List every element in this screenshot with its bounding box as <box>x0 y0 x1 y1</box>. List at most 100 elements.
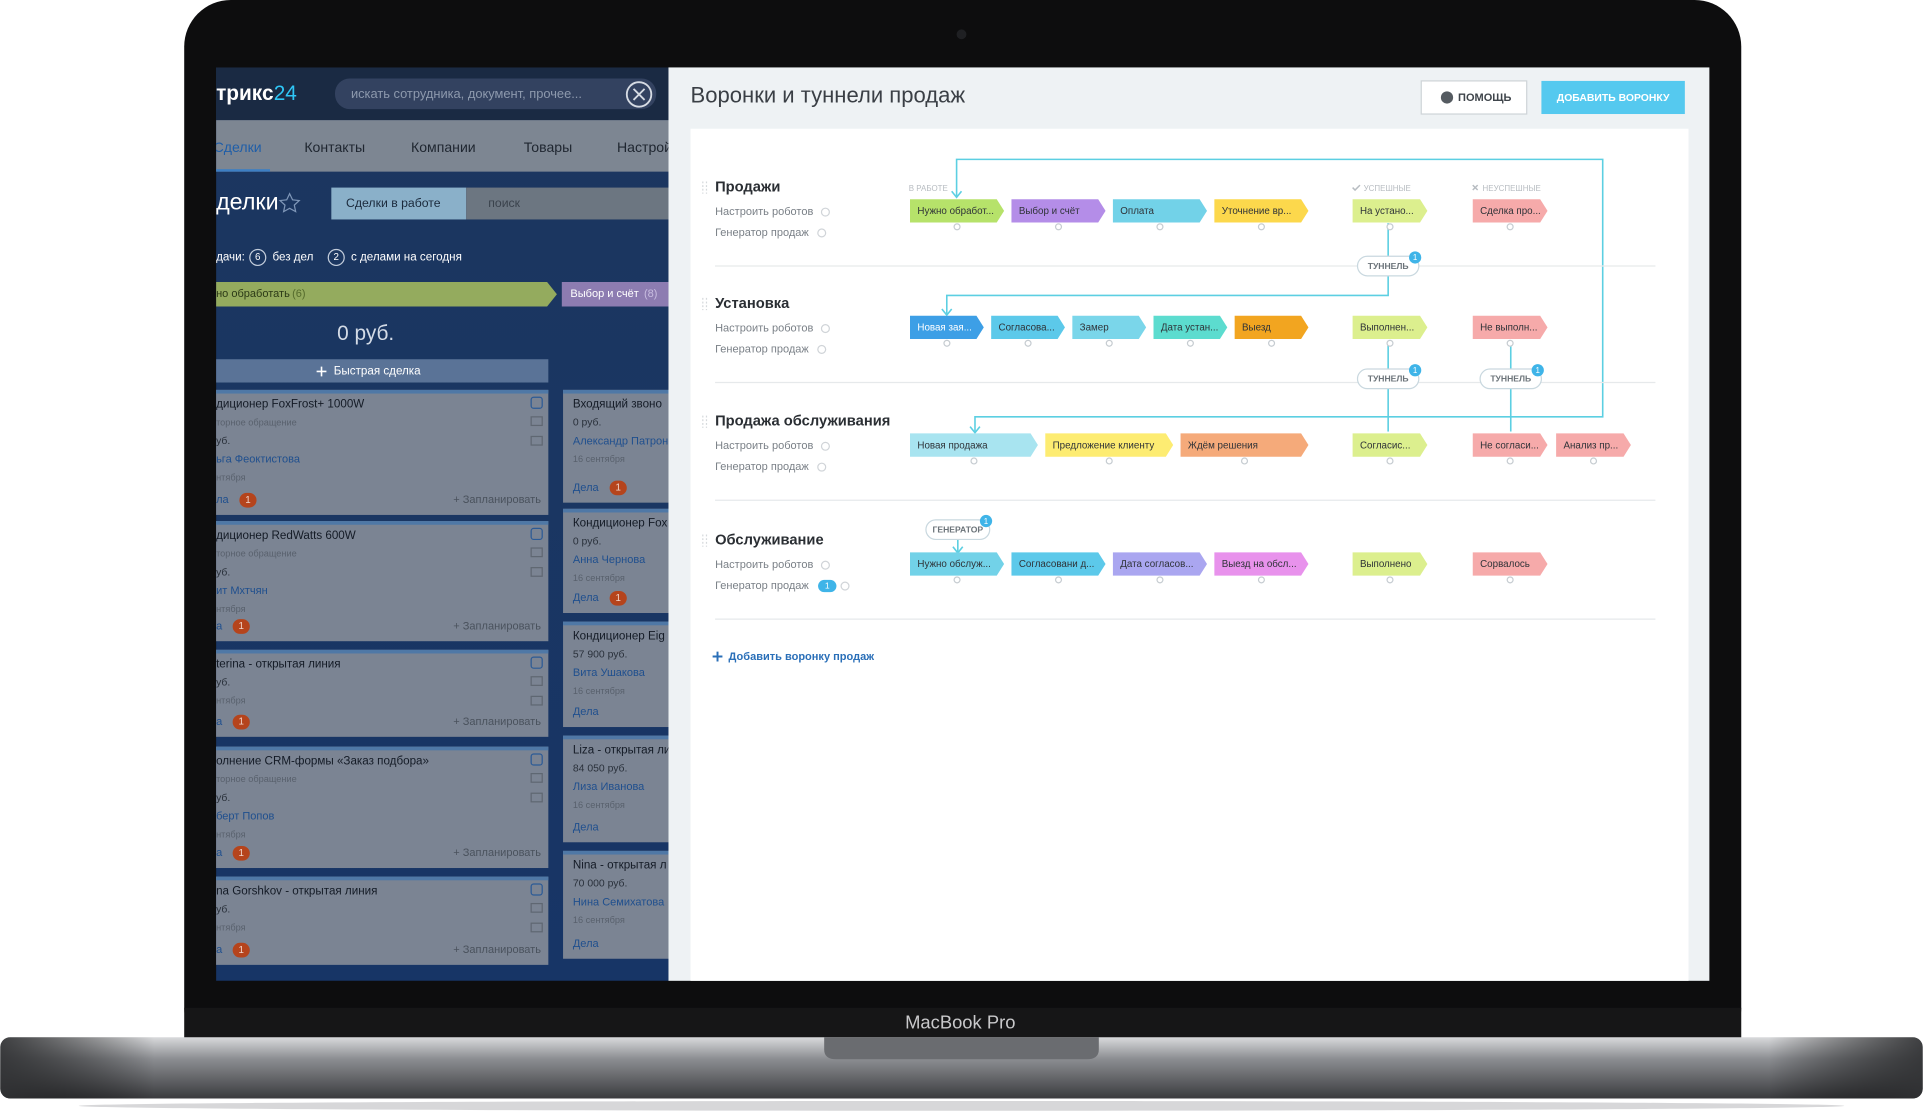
tab[interactable]: Сделки <box>214 139 262 155</box>
close-button[interactable] <box>625 81 653 108</box>
card-tasks[interactable]: а <box>216 847 223 859</box>
card-plan[interactable]: + Запланировать <box>453 716 541 728</box>
card-amount: 0 руб. <box>573 536 602 548</box>
funnel-link[interactable]: Генератор продаж <box>715 461 809 473</box>
stage[interactable] <box>1180 433 1309 457</box>
funnel-link[interactable]: Настроить роботов <box>715 206 813 218</box>
stage[interactable] <box>1011 199 1106 223</box>
card-tasks[interactable]: Дела <box>573 482 600 494</box>
stage[interactable] <box>1214 199 1309 223</box>
stage-bar <box>561 281 669 307</box>
card-tasks[interactable]: а <box>216 944 223 956</box>
card-plan[interactable]: + Запланировать <box>453 620 541 632</box>
deal-card[interactable] <box>206 746 549 869</box>
funnel-link[interactable]: Настроить роботов <box>715 440 813 452</box>
card-tasks[interactable]: а <box>216 716 223 728</box>
card-date: нтября <box>216 696 246 706</box>
deal-card[interactable] <box>563 621 687 728</box>
deal-card[interactable] <box>206 521 549 642</box>
tunnel-tag[interactable] <box>1356 255 1420 277</box>
help-label[interactable]: ПОМОЩЬ <box>1458 92 1511 104</box>
stage[interactable] <box>910 315 984 339</box>
stage[interactable] <box>910 552 1005 576</box>
star-icon[interactable] <box>278 192 301 213</box>
funnel-name: Обслуживание <box>715 533 824 549</box>
stage[interactable] <box>991 315 1065 339</box>
deal-card[interactable] <box>563 850 687 959</box>
card-person[interactable]: Нина Семихатова <box>573 896 665 908</box>
tunnel-tag[interactable] <box>1356 368 1420 390</box>
mail-icon <box>530 676 543 686</box>
card-person[interactable]: берт Попов <box>216 810 274 822</box>
card-person[interactable]: Лиза Иванова <box>573 781 645 793</box>
stage[interactable] <box>1556 433 1631 457</box>
deal-card[interactable] <box>206 389 549 515</box>
stage-handle <box>1257 576 1265 584</box>
funnel-link[interactable]: Настроить роботов <box>715 322 813 334</box>
laptop-shadow <box>78 1100 1845 1111</box>
stage[interactable] <box>1045 433 1174 457</box>
stage[interactable] <box>1112 199 1208 223</box>
tab[interactable]: Настрой <box>617 139 672 155</box>
deal-card[interactable] <box>206 649 549 737</box>
stage[interactable] <box>1153 315 1228 339</box>
card-tasks[interactable]: Дела <box>573 821 600 833</box>
card-plan[interactable]: + Запланировать <box>453 944 541 956</box>
card-tasks[interactable]: Дела <box>573 706 600 718</box>
tunnel-tag[interactable] <box>1479 368 1543 390</box>
filter-search-box[interactable] <box>466 187 669 220</box>
stage[interactable] <box>1234 315 1309 339</box>
stage[interactable] <box>1472 315 1548 339</box>
stage[interactable] <box>910 199 1005 223</box>
funnel-link[interactable]: Генератор продаж <box>715 343 809 355</box>
funnel-link[interactable]: Генератор продаж <box>715 227 809 239</box>
add-funnel-link[interactable]: Добавить воронку продаж <box>729 651 875 663</box>
card-person[interactable]: ьга Феоктистова <box>216 454 301 466</box>
card-plan[interactable]: + Запланировать <box>453 847 541 859</box>
add-label[interactable]: ДОБАВИТЬ ВОРОНКУ <box>1557 93 1670 104</box>
card-tasks[interactable]: Дела <box>573 938 600 950</box>
stage[interactable] <box>1112 552 1208 576</box>
tunnel-label: ГЕНЕРАТОР <box>932 525 983 535</box>
search-box[interactable] <box>335 78 657 110</box>
stage-label: Дата устан... <box>1161 323 1219 334</box>
stage[interactable] <box>1352 315 1428 339</box>
add-button[interactable] <box>1541 80 1685 115</box>
funnel-link[interactable]: Настроить роботов <box>715 559 813 571</box>
deal-card[interactable] <box>563 735 687 843</box>
card-person[interactable]: Александр Патрон <box>573 435 668 447</box>
stage[interactable] <box>1011 552 1106 576</box>
stage[interactable] <box>910 433 1038 457</box>
stage[interactable] <box>1472 199 1548 223</box>
stage-name: но обработать <box>216 288 290 300</box>
help-button[interactable] <box>1420 80 1528 115</box>
stage[interactable] <box>1214 552 1309 576</box>
deal-card[interactable] <box>206 876 549 965</box>
card-person[interactable]: Анна Чернова <box>573 554 646 566</box>
card-person[interactable]: Вита Ушакова <box>573 667 646 679</box>
card-tasks[interactable]: а <box>216 620 223 632</box>
call-icon <box>530 753 543 766</box>
card-plan[interactable]: + Запланировать <box>453 494 541 506</box>
card-person[interactable]: ит Мхтчян <box>216 585 268 597</box>
tabs-bar <box>216 120 669 172</box>
card-tasks[interactable]: ла <box>216 494 229 506</box>
filter-box[interactable] <box>331 187 467 220</box>
stage[interactable] <box>1072 315 1147 339</box>
tab[interactable]: Контакты <box>304 139 365 155</box>
count-badge <box>609 480 627 496</box>
stage-handle <box>1054 576 1063 584</box>
quick-deal[interactable]: Быстрая сделка <box>334 365 421 378</box>
stage[interactable] <box>1352 433 1428 457</box>
stage[interactable] <box>1472 552 1548 576</box>
tunnel-tag[interactable] <box>925 519 991 541</box>
card-date: 16 сентября <box>573 686 625 696</box>
tab[interactable]: Товары <box>524 139 572 155</box>
stage[interactable] <box>1472 433 1548 457</box>
stage[interactable] <box>1352 199 1428 223</box>
card-tasks[interactable]: Дела <box>573 592 600 604</box>
funnel-link[interactable]: Генератор продаж <box>715 580 809 592</box>
stage[interactable] <box>1352 552 1428 576</box>
quick-deal-bar[interactable] <box>216 359 549 383</box>
tab[interactable]: Компании <box>411 139 476 155</box>
